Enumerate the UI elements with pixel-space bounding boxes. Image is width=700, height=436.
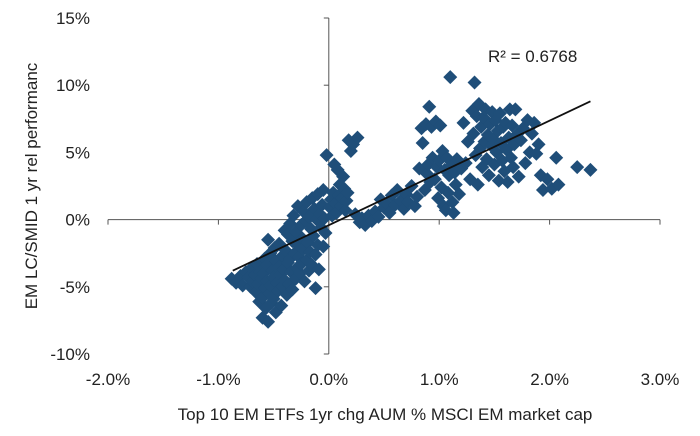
y-tick-label: 15% [56,9,90,28]
data-point [350,130,365,145]
data-point [308,281,323,296]
data-point [428,114,443,129]
x-tick-label: 1.0% [420,370,459,389]
data-point [531,137,546,152]
data-point [422,99,437,114]
data-point [452,187,467,202]
data-point [336,169,351,184]
data-point [415,135,430,150]
plot-area [108,18,660,354]
data-point [445,195,460,210]
data-point [274,298,289,313]
axes [108,18,660,354]
x-tick-label: 3.0% [641,370,680,389]
data-point [318,226,333,241]
data-points [224,70,598,329]
data-point [551,177,566,192]
data-point [311,262,326,277]
x-axis-title: Top 10 EM ETFs 1yr chg AUM % MSCI EM mar… [178,405,593,424]
data-point [316,183,331,198]
data-point [285,282,300,297]
data-point [371,209,386,224]
data-point [319,148,334,163]
data-point [508,102,523,117]
data-point [481,168,496,183]
r-squared-annotation: R² = 0.6768 [488,47,577,66]
data-point [518,156,533,171]
trendline [232,100,591,272]
y-tick-label: 5% [65,143,90,162]
data-point [340,185,355,200]
data-point [500,174,515,189]
data-point [443,70,458,85]
y-axis-title: EM LC/SMID 1 yr rel performanc [22,62,41,309]
data-point [535,183,550,198]
data-point [316,239,331,254]
data-point [407,199,422,214]
ticks: -10% -5% 0% 5% 10% 15% -2.0% -1.0% 0.0% 1.0% 2.0% 3… [50,9,679,389]
data-point [503,150,518,165]
data-point [570,160,585,175]
data-point [549,150,564,165]
data-point [506,160,521,175]
data-point [410,189,425,204]
data-point [511,169,526,184]
data-point [446,205,461,220]
x-tick-label: 2.0% [530,370,569,389]
data-point [529,146,544,161]
data-point [261,232,276,247]
data-point [308,247,323,262]
data-point [456,115,471,130]
y-tick-label: -5% [60,278,90,297]
data-point [467,75,482,90]
data-point [297,274,312,289]
data-point [583,162,598,177]
y-tick-label: 0% [65,211,90,230]
x-tick-label: -1.0% [196,370,240,389]
data-point [505,118,520,133]
data-point [261,314,276,329]
data-point [491,173,506,188]
data-point [466,126,481,141]
y-tick-label: -10% [50,345,90,364]
x-tick-label: -2.0% [86,370,130,389]
data-point [470,177,485,192]
y-tick-label: 10% [56,76,90,95]
data-point [433,118,448,133]
x-tick-label: 0.0% [309,370,348,389]
